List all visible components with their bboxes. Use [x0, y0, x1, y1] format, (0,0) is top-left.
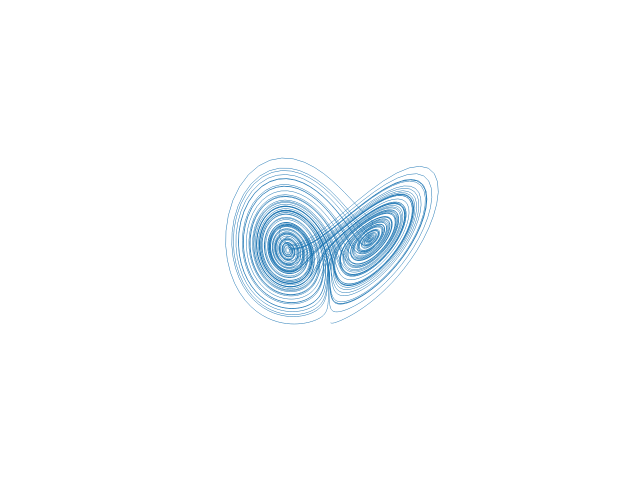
lorenz-trajectory-line: [225, 157, 439, 325]
